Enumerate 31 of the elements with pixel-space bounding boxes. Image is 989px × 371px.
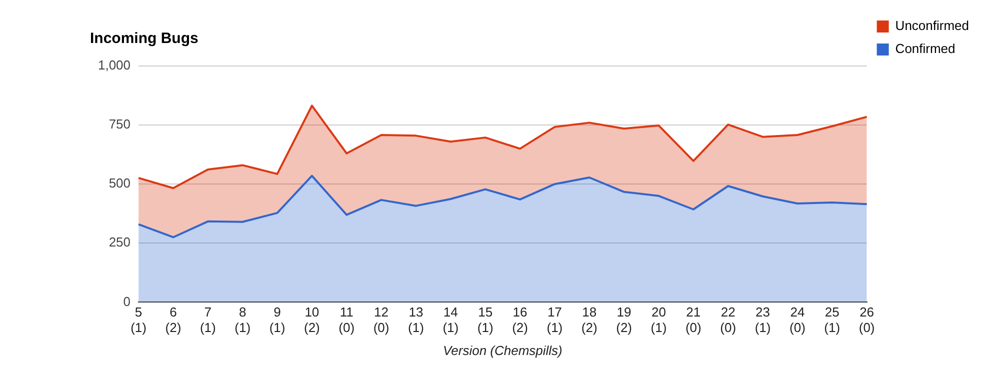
chart-title: Incoming Bugs bbox=[90, 30, 198, 48]
x-tick-label: 21 (0) bbox=[685, 304, 702, 336]
x-tick-label: 12 (0) bbox=[373, 304, 390, 336]
x-tick-label: 8 (1) bbox=[234, 304, 251, 336]
x-tick-label: 20 (1) bbox=[650, 304, 667, 336]
x-tick-label: 23 (1) bbox=[754, 304, 771, 336]
y-tick-label: 1,000 bbox=[98, 58, 131, 73]
x-tick-label: 15 (1) bbox=[477, 304, 494, 336]
x-tick-label: 7 (1) bbox=[200, 304, 216, 336]
y-tick-label: 250 bbox=[108, 234, 131, 250]
x-tick-label: 17 (1) bbox=[546, 304, 563, 336]
y-tick-label: 500 bbox=[108, 176, 131, 191]
y-tick-label: 0 bbox=[123, 294, 131, 309]
x-tick-label: 5 (1) bbox=[130, 304, 146, 336]
y-tick-label: 750 bbox=[108, 116, 131, 132]
legend-label: Confirmed bbox=[895, 41, 956, 56]
x-tick-label: 10 (2) bbox=[304, 304, 320, 336]
x-tick-label: 18 (2) bbox=[581, 304, 598, 336]
x-tick-label: 11 (0) bbox=[338, 304, 355, 336]
x-tick-label: 19 (2) bbox=[616, 304, 632, 336]
x-tick-label: 6 (2) bbox=[165, 304, 182, 336]
x-tick-label: 13 (1) bbox=[408, 304, 424, 336]
legend-label: Unconfirmed bbox=[895, 18, 970, 34]
x-tick-label: 16 (2) bbox=[512, 304, 528, 336]
x-axis-title: Version (Chemspills) bbox=[442, 342, 562, 358]
x-tick-label: 9 (1) bbox=[269, 304, 286, 336]
x-tick-label: 14 (1) bbox=[442, 304, 459, 336]
x-tick-label: 25 (1) bbox=[824, 304, 840, 336]
x-tick-label: 22 (0) bbox=[720, 304, 736, 336]
x-tick-label: 24 (0) bbox=[790, 304, 806, 336]
x-tick-label: 26 (0) bbox=[858, 304, 875, 336]
